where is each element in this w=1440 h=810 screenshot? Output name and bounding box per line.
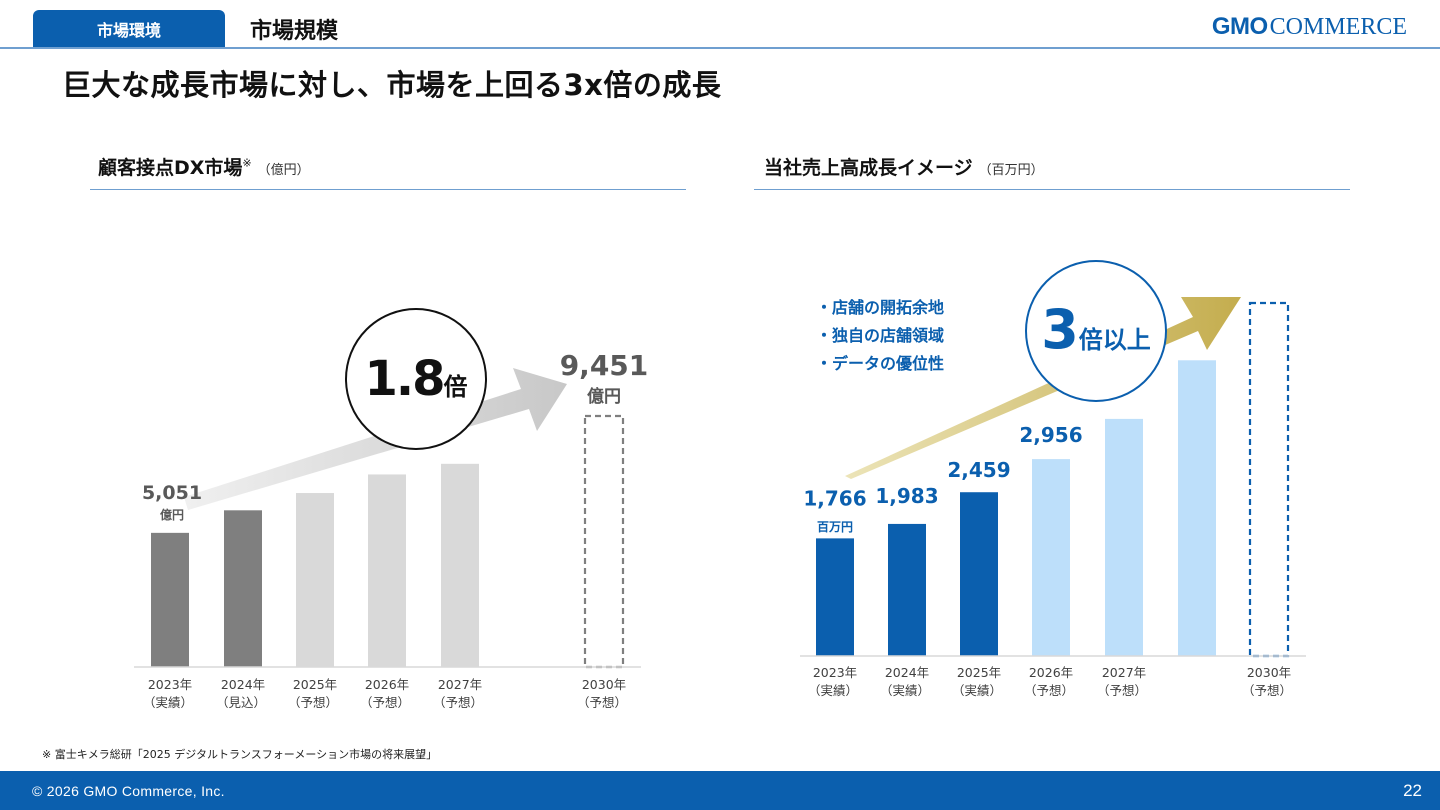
tick-label-year: 2025年 [293, 677, 337, 692]
right-panel-unit: （百万円） [978, 163, 1044, 178]
bar [1032, 459, 1070, 656]
left-bars [151, 414, 625, 669]
tick-label-status: （予想） [360, 695, 410, 710]
tick-label-year: 2023年 [148, 677, 192, 692]
tick-label-status: （実績） [880, 683, 930, 698]
bar [296, 493, 334, 667]
bar-target [1248, 301, 1290, 658]
left-start-value: 5,051 [142, 482, 202, 504]
right-bars [816, 301, 1290, 658]
tick-label-status: （実績） [808, 683, 858, 698]
tick-label-status: （予想） [1242, 683, 1292, 698]
left-bar-chart: 2023年 （実績） 2024年 （見込） 2025年 （予想） 2026年 （予想） 2027… [134, 308, 649, 710]
source-footnote: ※ 富士キメラ総研「2025 デジタルトランスフォーメーション市場の将来展望」 [42, 748, 438, 761]
page-number: 22 [1403, 781, 1422, 800]
left-growth-number: 1.8 [364, 351, 443, 407]
right-panel-rule [754, 189, 1350, 190]
bar [888, 523, 926, 656]
bar [816, 538, 854, 656]
left-start-unit: 億円 [160, 507, 184, 522]
tick-label-status: （実績） [143, 695, 193, 710]
left-panel-title: 顧客接点DX市場※ （億円） [98, 153, 310, 180]
right-bar-chart: 2023年 （実績） 2024年 （実績） 2025年 （実績） 2026年 （予想） 2027… [800, 260, 1306, 698]
advantage-item: ・店舗の開拓余地 [816, 298, 945, 317]
tick-label-year: 2025年 [957, 665, 1001, 680]
slide-title: 巨大な成長市場に対し、市場を上回る3x倍の成長 [62, 68, 722, 102]
logo-commerce: COMMERCE [1269, 13, 1407, 40]
tick-label-status: （予想） [577, 695, 627, 710]
bar [1105, 418, 1143, 656]
company-logo: GMO COMMERCE [1211, 13, 1407, 40]
tick-label-status: （予想） [1097, 683, 1147, 698]
advantage-item: ・データの優位性 [816, 354, 945, 373]
bar [441, 463, 479, 667]
bar-value-label: 1,766 [803, 486, 866, 510]
tick-label-year: 2027年 [1102, 665, 1146, 680]
left-end-value: 9,451 [560, 349, 649, 382]
bar [224, 510, 262, 667]
right-first-unit: 百万円 [817, 520, 853, 534]
left-growth-arrow [184, 368, 567, 510]
bar-value-label: 2,956 [1019, 423, 1082, 447]
bar [151, 532, 189, 667]
right-panel-title: 当社売上高成長イメージ （百万円） [764, 153, 1044, 180]
bar [960, 492, 998, 656]
left-end-unit: 億円 [587, 386, 621, 407]
tick-label-year: 2024年 [885, 665, 929, 680]
left-tick-labels: 2023年 （実績） 2024年 （見込） 2025年 （予想） 2026年 （予想） 2027… [143, 677, 627, 710]
tick-label-status: （見込） [216, 695, 266, 710]
tick-label-status: （実績） [952, 683, 1002, 698]
right-growth-badge-text: 3倍以上 [1041, 298, 1151, 361]
bar-target [583, 414, 625, 669]
tick-label-status: （予想） [288, 695, 338, 710]
left-panel-title-mark: ※ [242, 156, 252, 170]
bar-value-label: 1,983 [875, 484, 938, 508]
section-title: 市場規模 [250, 19, 339, 44]
left-panel-unit: （億円） [257, 163, 310, 178]
tick-label-year: 2027年 [438, 677, 482, 692]
tick-label-year: 2026年 [365, 677, 409, 692]
right-value-labels: 1,766 1,983 2,459 2,956 [803, 423, 1082, 510]
left-panel-rule [90, 189, 686, 190]
advantage-item: ・独自の店舗領域 [816, 326, 945, 345]
left-panel-title-text: 顧客接点DX市場 [98, 157, 243, 179]
tick-label-year: 2026年 [1029, 665, 1073, 680]
footer-bar: © 2026 GMO Commerce, Inc. 22 [0, 771, 1440, 810]
left-growth-suffix: 倍 [444, 373, 468, 401]
tick-label-year: 2023年 [813, 665, 857, 680]
bar [1178, 360, 1216, 656]
right-growth-number: 3 [1041, 298, 1079, 361]
copyright: © 2026 GMO Commerce, Inc. [32, 783, 225, 799]
right-growth-badge [1025, 260, 1167, 402]
tick-label-status: （予想） [1024, 683, 1074, 698]
section-tab-label: 市場環境 [96, 21, 161, 40]
right-growth-suffix: 倍以上 [1079, 326, 1151, 354]
tick-label-status: （予想） [433, 695, 483, 710]
tick-label-year: 2030年 [1247, 665, 1291, 680]
right-panel-title-text: 当社売上高成長イメージ [764, 157, 973, 179]
tick-label-year: 2024年 [221, 677, 265, 692]
right-tick-labels: 2023年 （実績） 2024年 （実績） 2025年 （実績） 2026年 （予想） 2027… [808, 665, 1292, 698]
advantage-list: ・店舗の開拓余地 ・独自の店舗領域 ・データの優位性 [816, 294, 944, 378]
left-growth-badge [345, 308, 487, 450]
left-growth-badge-text: 1.8倍 [364, 351, 467, 407]
bar [368, 474, 406, 667]
logo-gmo: GMO [1211, 13, 1268, 40]
header-divider [0, 47, 1440, 49]
section-tab: 市場環境 [33, 10, 225, 48]
bar-value-label: 2,459 [947, 458, 1010, 482]
tick-label-year: 2030年 [582, 677, 626, 692]
